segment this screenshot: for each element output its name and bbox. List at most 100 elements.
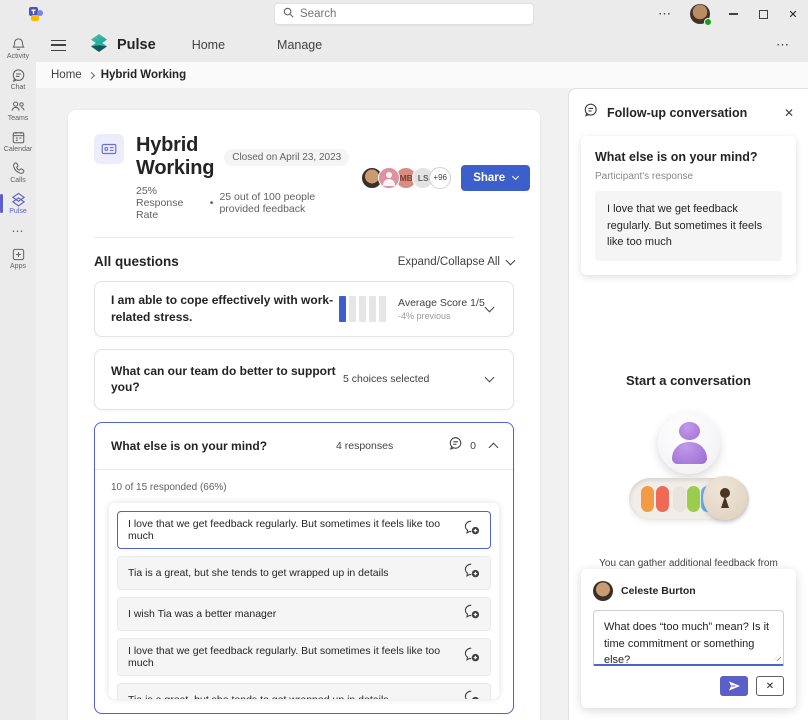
appbar-more-icon[interactable]: ⋯ bbox=[776, 37, 790, 52]
chevron-down-icon[interactable] bbox=[484, 372, 495, 383]
response-row[interactable]: Tia is a great, but she tends to get wra… bbox=[117, 556, 491, 591]
sidebar-item-activity[interactable]: Activity bbox=[0, 33, 36, 64]
closed-badge: Closed on April 23, 2023 bbox=[224, 148, 350, 166]
nav-home[interactable]: Home bbox=[191, 38, 226, 52]
response-rate: 25% Response Rate bbox=[136, 185, 184, 221]
sidebar-item-teams[interactable]: Teams bbox=[0, 95, 36, 126]
presence-available-icon bbox=[704, 18, 712, 26]
close-panel-button[interactable]: ✕ bbox=[783, 105, 794, 120]
search-bar[interactable] bbox=[274, 3, 534, 25]
survey-card: Hybrid Working Closed on April 23, 2023 … bbox=[68, 110, 540, 720]
response-row[interactable]: I love that we get feedback regularly. B… bbox=[117, 511, 491, 550]
sidebar-item-calls[interactable]: Calls bbox=[0, 157, 36, 188]
app-header: Pulse Home Manage ⋯ bbox=[36, 28, 808, 62]
breadcrumb-home[interactable]: Home bbox=[51, 69, 82, 81]
sidebar-item-chat[interactable]: Chat bbox=[0, 64, 36, 95]
expand-collapse-all[interactable]: Expand/Collapse All bbox=[398, 255, 516, 268]
question-card-support[interactable]: What can our team do better to support y… bbox=[94, 348, 514, 411]
teams-app-icon bbox=[28, 6, 44, 22]
comment-count: 0 bbox=[470, 440, 476, 453]
sidebar-item-pulse[interactable]: Pulse bbox=[0, 188, 36, 219]
chevron-up-icon[interactable] bbox=[488, 442, 499, 453]
panel-question: What else is on your mind? bbox=[595, 150, 758, 164]
response-label: Participant's response bbox=[595, 171, 694, 182]
response-row[interactable]: I love that we get feedback regularly. B… bbox=[117, 638, 491, 677]
start-conversation-icon[interactable] bbox=[464, 520, 480, 540]
send-button[interactable] bbox=[720, 676, 748, 696]
question-card-mind-expanded: What else is on your mind? 4 responses 0… bbox=[94, 422, 514, 715]
window-titlebar: ⋯ ✕ bbox=[0, 0, 808, 28]
panel-title: Follow-up conversation bbox=[607, 105, 748, 120]
question-card-stress[interactable]: I am able to cope effectively with work-… bbox=[94, 281, 514, 337]
divider bbox=[94, 237, 514, 238]
start-conversation-icon[interactable] bbox=[464, 647, 480, 667]
calendar-icon bbox=[11, 130, 26, 145]
maximize-button[interactable] bbox=[748, 0, 778, 28]
start-conversation-heading: Start a conversation bbox=[626, 372, 751, 388]
score-trend-label: -4% previous bbox=[398, 310, 451, 321]
confidential-feedback-illustration bbox=[628, 411, 749, 530]
apps-icon bbox=[11, 247, 26, 262]
message-composer: Celeste Burton What does “too much” mean… bbox=[581, 569, 796, 708]
question-text: What can our team do better to support y… bbox=[111, 363, 336, 395]
search-input[interactable] bbox=[300, 8, 525, 20]
chevron-right-icon bbox=[87, 71, 95, 79]
avatar-person-icon bbox=[378, 166, 401, 189]
chat-icon bbox=[11, 68, 26, 83]
responded-label: 10 of 15 responded (66%) bbox=[111, 482, 227, 494]
start-conversation-icon[interactable] bbox=[464, 690, 480, 700]
bell-icon bbox=[11, 37, 26, 52]
responses-list[interactable]: I love that we get feedback regularly. B… bbox=[109, 503, 499, 700]
feedback-count: 25 out of 100 people provided feedback bbox=[219, 191, 316, 215]
pulse-icon bbox=[11, 192, 26, 207]
question-meta: 5 choices selected bbox=[343, 373, 430, 386]
chevron-down-icon bbox=[505, 255, 516, 265]
start-conversation-icon[interactable] bbox=[464, 604, 480, 624]
participant-response-card: What else is on your mind? Participant's… bbox=[581, 136, 796, 275]
chevron-down-icon[interactable] bbox=[484, 302, 495, 313]
people-icon bbox=[10, 99, 26, 114]
app-rail: Activity Chat Teams Calendar Calls Pulse… bbox=[0, 28, 36, 720]
follow-up-panel: Follow-up conversation ✕ What else is on… bbox=[568, 88, 808, 720]
question-text: I am able to cope effectively with work-… bbox=[111, 293, 334, 324]
cancel-button[interactable]: ✕ bbox=[756, 676, 784, 696]
message-input[interactable]: What does “too much” mean? Is it time co… bbox=[593, 610, 784, 666]
comment-icon[interactable] bbox=[448, 436, 464, 456]
sidebar-item-apps[interactable]: Apps bbox=[0, 243, 36, 274]
all-questions-heading: All questions bbox=[94, 254, 179, 269]
response-row[interactable]: Tia is a great, but she tends to get wra… bbox=[117, 683, 491, 700]
resize-grip[interactable] bbox=[773, 653, 781, 661]
average-score-label: Average Score 1/5 bbox=[398, 296, 485, 309]
hamburger-menu-icon[interactable] bbox=[51, 39, 66, 51]
composer-user-name: Celeste Burton bbox=[621, 585, 696, 597]
minimize-button[interactable] bbox=[718, 0, 748, 28]
main-content: Hybrid Working Closed on April 23, 2023 … bbox=[36, 88, 568, 720]
chevron-down-icon bbox=[512, 172, 520, 181]
phone-icon bbox=[11, 161, 26, 176]
response-quote: I love that we get feedback regularly. B… bbox=[595, 191, 782, 261]
stats-separator: • bbox=[209, 197, 214, 209]
question-text: What else is on your mind? bbox=[111, 438, 268, 453]
question-meta: 4 responses bbox=[336, 440, 394, 453]
close-window-button[interactable]: ✕ bbox=[788, 8, 798, 21]
survey-icon bbox=[94, 134, 124, 164]
breadcrumb: Home Hybrid Working bbox=[36, 62, 808, 88]
more-icon: ⋯ bbox=[11, 224, 25, 238]
start-conversation-icon[interactable] bbox=[464, 563, 480, 583]
participant-avatars: MB LS +96 bbox=[361, 166, 452, 189]
sidebar-more-button[interactable]: ⋯ bbox=[0, 219, 36, 243]
workspace: Home Hybrid Working Hybrid Working Close… bbox=[36, 62, 808, 720]
conversation-icon bbox=[583, 102, 599, 123]
search-icon bbox=[283, 5, 294, 23]
response-row[interactable]: I wish Tia was a better manager bbox=[117, 597, 491, 632]
app-title: Pulse bbox=[117, 37, 156, 53]
nav-manage[interactable]: Manage bbox=[277, 38, 323, 52]
share-button[interactable]: Share bbox=[461, 164, 531, 191]
question-header[interactable]: What else is on your mind? 4 responses 0 bbox=[95, 423, 513, 471]
breadcrumb-current: Hybrid Working bbox=[100, 69, 187, 81]
user-avatar[interactable] bbox=[690, 4, 712, 26]
page-title: Hybrid Working bbox=[136, 134, 215, 179]
score-bar-chart bbox=[339, 295, 386, 322]
titlebar-more-icon[interactable]: ⋯ bbox=[658, 6, 672, 21]
sidebar-item-calendar[interactable]: Calendar bbox=[0, 126, 36, 157]
